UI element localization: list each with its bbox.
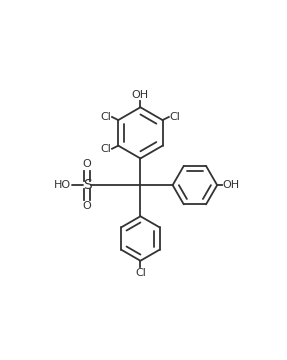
Text: Cl: Cl [169, 112, 180, 122]
Text: Cl: Cl [135, 268, 146, 278]
Text: Cl: Cl [100, 112, 111, 122]
Text: O: O [83, 159, 91, 169]
Text: HO: HO [54, 180, 71, 190]
Text: O: O [83, 201, 91, 211]
Text: OH: OH [223, 180, 240, 190]
Text: OH: OH [132, 90, 149, 100]
Text: S: S [83, 178, 91, 192]
Text: Cl: Cl [100, 144, 111, 154]
